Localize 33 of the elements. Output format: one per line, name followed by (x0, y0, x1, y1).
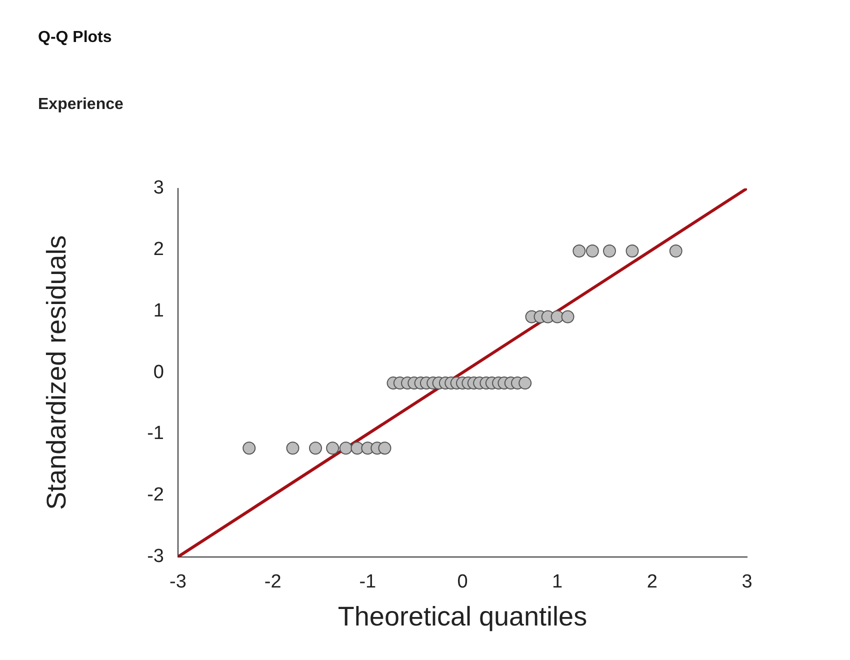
x-tick-label: -3 (170, 571, 186, 592)
point (572, 244, 586, 258)
point (339, 442, 352, 455)
x-tick-label: -1 (359, 571, 376, 592)
y-tick-label: 2 (153, 239, 164, 260)
point (350, 442, 364, 455)
y-tick-label: -2 (147, 484, 164, 506)
point (286, 442, 300, 455)
x-tick-label: 0 (457, 571, 468, 592)
y-tick-label: 0 (153, 362, 164, 383)
x-tick-label: 1 (552, 571, 563, 592)
y-tick-label: -1 (147, 423, 164, 444)
x-tick-label: -2 (264, 571, 282, 592)
point (586, 244, 599, 258)
point (561, 310, 574, 324)
y-tick-label: -3 (147, 546, 164, 568)
x-tick-label: 2 (646, 571, 658, 592)
chart-subtitle: Experience (38, 96, 124, 114)
point (550, 310, 564, 324)
x-axis-title: Theoretical quantiles (338, 601, 588, 632)
point (626, 244, 639, 258)
point (309, 442, 322, 455)
point (669, 244, 682, 258)
point (518, 376, 532, 390)
point (242, 442, 256, 455)
y-axis-title: Standardized residuals (42, 235, 72, 510)
y-tick-label: 1 (153, 300, 164, 322)
y-tick-label: 3 (153, 178, 164, 199)
point (602, 244, 616, 258)
point (326, 442, 340, 455)
point (378, 442, 392, 455)
x-tick-label: 3 (742, 571, 752, 592)
chart-title: Q-Q Plots (38, 29, 112, 46)
